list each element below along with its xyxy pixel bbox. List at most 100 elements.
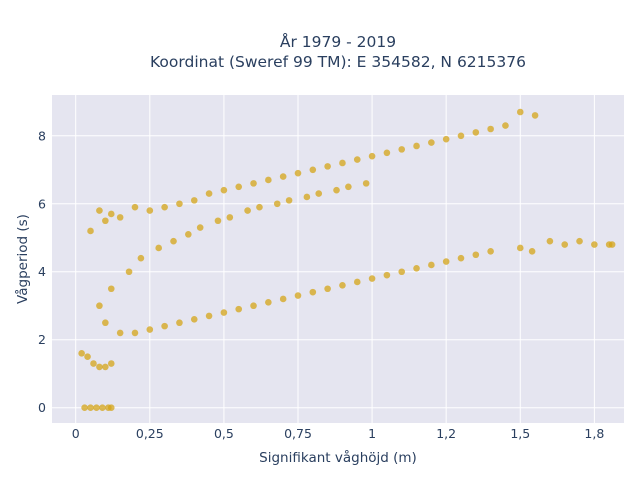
scatter-point	[546, 237, 554, 245]
scatter-point	[93, 404, 100, 412]
grid-lines	[52, 95, 624, 423]
chart-title-line-1: År 1979 - 2019	[280, 32, 396, 51]
scatter-point	[294, 169, 302, 177]
scatter-point	[146, 326, 154, 333]
x-tick-label: 1,2	[436, 426, 456, 441]
scatter-point	[131, 203, 139, 211]
y-tick-label: 2	[38, 332, 46, 347]
scatter-point	[398, 268, 406, 276]
scatter-point	[96, 207, 103, 214]
scatter-point	[170, 237, 177, 245]
x-tick-label: 0,25	[136, 426, 164, 441]
x-tick-label: 1,5	[510, 426, 530, 441]
scatter-point	[576, 237, 583, 245]
scatter-point	[102, 319, 109, 327]
scatter-point	[368, 275, 376, 282]
scatter-point	[256, 203, 263, 211]
scatter-point	[531, 112, 539, 119]
scatter-point	[250, 180, 257, 187]
scatter-point	[279, 173, 287, 180]
scatter-point	[116, 214, 124, 221]
scatter-point	[383, 149, 391, 157]
scatter-point	[226, 214, 234, 221]
scatter-point	[333, 186, 340, 194]
scatter-point	[190, 316, 198, 323]
scatter-point	[608, 241, 616, 248]
scatter-point	[279, 295, 287, 303]
scatter-point	[78, 350, 85, 357]
scatter-point	[196, 224, 204, 231]
x-tick-label: 0	[72, 426, 80, 441]
scatter-point	[309, 166, 317, 174]
scatter-point	[428, 139, 435, 146]
chart-title-line-2: Koordinat (Sweref 99 TM): E 354582, N 62…	[150, 53, 526, 71]
scatter-point	[116, 329, 124, 337]
scatter-point	[324, 163, 331, 170]
scatter-point	[502, 122, 509, 129]
scatter-point	[442, 135, 450, 143]
y-tick-label: 4	[38, 264, 46, 279]
scatter-point	[125, 268, 133, 276]
scatter-point	[339, 282, 346, 289]
scatter-point	[457, 254, 465, 262]
scatter-point	[107, 404, 115, 412]
scatter-point	[185, 231, 192, 238]
scatter-points	[78, 108, 616, 412]
scatter-point	[161, 322, 168, 330]
scatter-point	[250, 302, 257, 310]
scatter-point	[398, 146, 406, 153]
scatter-point	[220, 186, 228, 194]
scatter-point	[146, 207, 154, 214]
x-tick-label: 1	[368, 426, 376, 441]
scatter-point	[96, 302, 103, 310]
scatter-point	[591, 241, 598, 248]
scatter-point	[102, 217, 109, 225]
scatter-point	[96, 363, 103, 371]
scatter-point	[205, 190, 213, 197]
scatter-point	[273, 200, 281, 208]
x-tick-label: 0,75	[284, 426, 312, 441]
scatter-point	[107, 210, 115, 218]
scatter-point	[81, 404, 88, 412]
scatter-point	[176, 200, 183, 208]
x-tick-label: 1,8	[584, 426, 604, 441]
scatter-point	[87, 227, 94, 235]
y-tick-label: 6	[38, 196, 46, 211]
y-tick-label: 0	[38, 400, 46, 415]
scatter-point	[413, 265, 420, 272]
scatter-point	[220, 309, 228, 316]
scatter-point	[205, 312, 213, 320]
scatter-point	[339, 159, 346, 167]
scatter-point	[309, 288, 317, 296]
scatter-point	[353, 278, 361, 286]
scatter-point	[155, 244, 162, 252]
scatter-point	[487, 248, 494, 255]
scatter-point	[214, 217, 222, 225]
scatter-point	[487, 125, 494, 133]
scatter-point	[368, 152, 376, 160]
scatter-point	[303, 193, 311, 201]
y-axis-ticks: 0 2 4 6 8	[38, 128, 46, 415]
scatter-point	[472, 251, 480, 259]
scatter-point	[137, 254, 145, 262]
x-axis-ticks: 0 0,25 0,5 0,75 1 1,2 1,5 1,8	[72, 426, 605, 441]
scatter-point	[190, 197, 198, 204]
y-axis-label: Vågperiod (s)	[14, 214, 31, 304]
scatter-point	[107, 285, 115, 293]
scatter-point	[294, 292, 302, 299]
scatter-point	[285, 197, 293, 204]
scatter-point	[457, 132, 465, 140]
scatter-point	[102, 363, 109, 371]
scatter-point	[428, 261, 435, 269]
scatter-point	[265, 299, 272, 306]
scatter-point	[383, 271, 391, 279]
scatter-point	[131, 329, 139, 337]
scatter-point	[528, 248, 536, 255]
scatter-point	[345, 183, 352, 191]
scatter-point	[516, 108, 524, 116]
scatter-point	[161, 203, 168, 211]
x-tick-label: 0,5	[214, 426, 234, 441]
scatter-point	[84, 353, 91, 361]
scatter-point	[442, 258, 450, 265]
